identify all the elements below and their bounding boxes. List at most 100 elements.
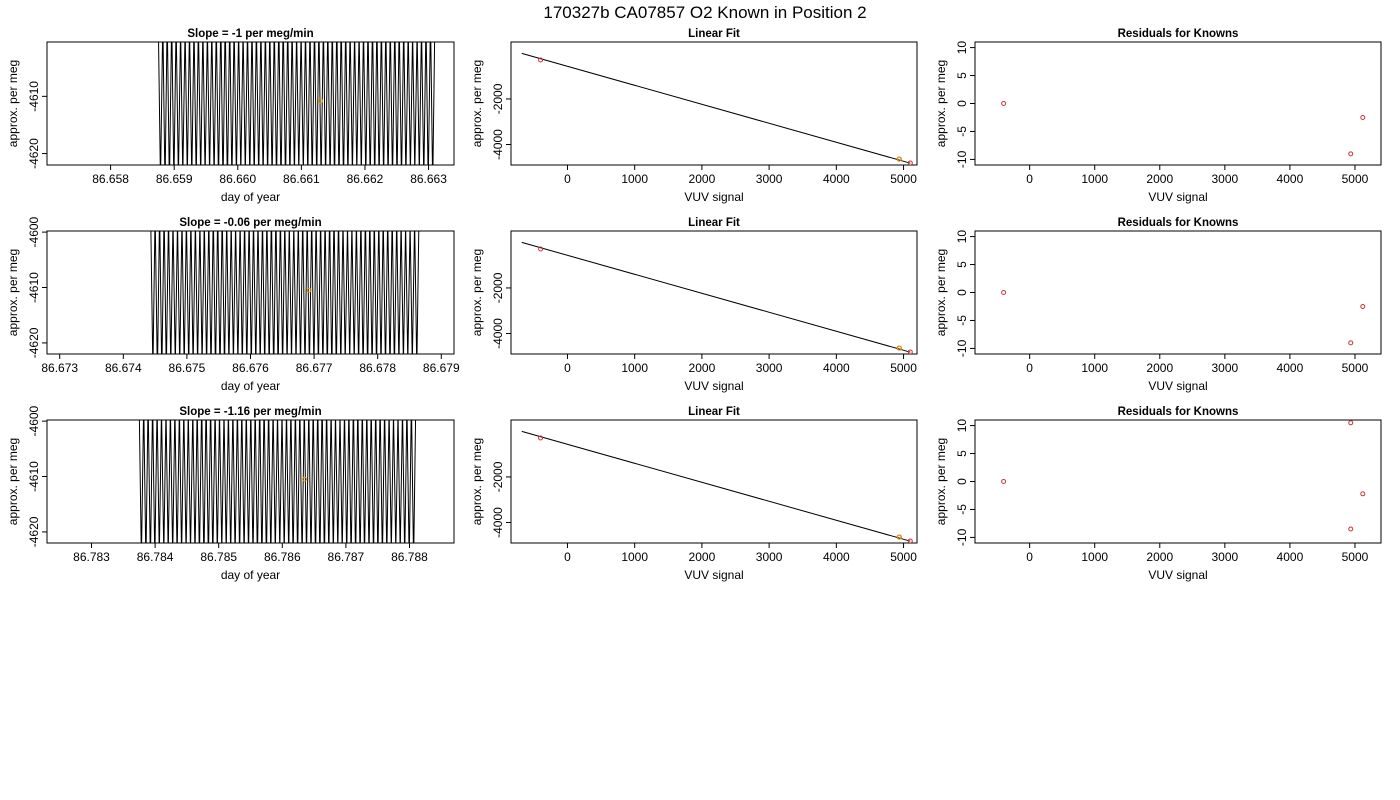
y-tick-label: -5 (955, 504, 969, 515)
oscillation-series (138, 420, 417, 543)
x-axis-label: VUV signal (1148, 568, 1207, 582)
y-tick-label: -4610 (27, 272, 41, 303)
plot-area (1001, 290, 1366, 346)
panel-title: Linear Fit (688, 28, 740, 40)
x-tick-label: 1000 (621, 172, 648, 186)
plot-frame (510, 41, 918, 166)
chart-panel-fit-3: Linear Fit 0 1000 2000 3000 4000 5000 -2000 -400… (470, 406, 918, 582)
x-tick-label: 2000 (689, 361, 716, 375)
oscillation-series (150, 231, 420, 354)
plot-area (150, 231, 420, 354)
data-point (897, 345, 903, 351)
y-axis-label: approx. per meg (6, 60, 20, 147)
x-tick-label: 2000 (689, 550, 716, 564)
chart-panel-residuals-2: Residuals for Knowns 0 1000 2000 3000 4000 500… (934, 217, 1382, 393)
chart-panel-fit-2: Linear Fit 0 1000 2000 3000 4000 5000 -2000 -400… (470, 217, 918, 393)
data-point (1348, 151, 1354, 157)
data-point (1348, 420, 1354, 426)
panel-title: Linear Fit (688, 217, 740, 229)
x-tick-label: 86.679 (423, 361, 460, 375)
plot-area (521, 52, 913, 165)
data-point (538, 246, 544, 252)
x-axis-label: VUV signal (1148, 379, 1207, 393)
data-point (1348, 526, 1354, 532)
chart-panel-timeseries-1: Slope = -1 per meg/min 86.658 86.659 86.660… (6, 28, 455, 204)
data-point (907, 538, 913, 543)
mean-marker (306, 287, 312, 293)
data-point (538, 435, 544, 441)
x-tick-label: 5000 (1342, 172, 1369, 186)
plot-area (1001, 101, 1366, 157)
y-tick-label: -4620 (27, 516, 41, 547)
fit-line (521, 241, 911, 353)
y-tick-label: 5 (955, 261, 969, 268)
y-tick-label: -4610 (27, 461, 41, 492)
y-tick-label: -10 (955, 339, 969, 357)
plot-area (138, 420, 417, 543)
data-point (907, 160, 913, 165)
panel-title: Residuals for Knowns (1118, 28, 1239, 40)
panel-title: Slope = -1.16 per meg/min (179, 406, 321, 418)
panel-title: Residuals for Knowns (1118, 406, 1239, 418)
data-point (1360, 114, 1366, 120)
x-tick-label: 86.785 (200, 550, 237, 564)
x-axis-label: VUV signal (1148, 190, 1207, 204)
x-tick-label: 86.788 (391, 550, 428, 564)
x-tick-label: 3000 (1211, 550, 1238, 564)
plot-frame (974, 41, 1382, 166)
x-tick-label: 86.662 (347, 172, 384, 186)
x-tick-label: 1000 (1081, 172, 1108, 186)
x-tick-label: 4000 (1277, 550, 1304, 564)
y-axis-label: approx. per meg (934, 438, 948, 525)
fit-line (521, 430, 911, 542)
y-tick-label: 10 (955, 230, 969, 244)
x-tick-label: 0 (1026, 172, 1033, 186)
x-tick-label: 0 (564, 172, 571, 186)
y-tick-label: 0 (955, 100, 969, 107)
chart-panel-timeseries-3: Slope = -1.16 per meg/min 86.783 86.784 86.… (6, 405, 455, 582)
x-tick-label: 86.658 (92, 172, 129, 186)
x-tick-label: 86.786 (264, 550, 301, 564)
y-tick-label: -2000 (491, 83, 505, 114)
x-tick-label: 2000 (689, 172, 716, 186)
x-tick-label: 86.675 (169, 361, 206, 375)
y-tick-label: -4610 (27, 81, 41, 112)
y-tick-label: 5 (955, 72, 969, 79)
x-tick-label: 0 (564, 550, 571, 564)
plot-frame (974, 419, 1382, 544)
x-tick-label: 4000 (823, 550, 850, 564)
x-tick-label: 1000 (621, 361, 648, 375)
chart-panel-fit-1: Linear Fit 0 1000 2000 3000 4000 5000 -2000 -400… (470, 28, 918, 204)
y-tick-label: -4600 (27, 216, 41, 247)
y-tick-label: 10 (955, 419, 969, 433)
y-tick-label: 5 (955, 450, 969, 457)
fit-line (521, 52, 911, 164)
panel-grid: Slope = -1 per meg/min 86.658 86.659 86.660… (6, 28, 1382, 582)
y-axis-label: approx. per meg (470, 60, 484, 147)
y-axis-label: approx. per meg (470, 249, 484, 336)
x-tick-label: 86.784 (137, 550, 174, 564)
plot-frame (46, 41, 455, 166)
y-tick-label: -10 (955, 528, 969, 546)
x-tick-label: 86.676 (232, 361, 269, 375)
x-tick-label: 3000 (1211, 361, 1238, 375)
y-axis-label: approx. per meg (470, 438, 484, 525)
x-tick-label: 3000 (1211, 172, 1238, 186)
plot-area (1001, 420, 1366, 532)
x-tick-label: 86.660 (219, 172, 256, 186)
y-tick-label: -5 (955, 315, 969, 326)
data-point (1001, 290, 1007, 295)
y-tick-label: 0 (955, 478, 969, 485)
x-tick-label: 86.674 (105, 361, 142, 375)
x-tick-label: 5000 (890, 550, 917, 564)
x-tick-label: 5000 (890, 172, 917, 186)
plot-area (521, 430, 913, 543)
y-tick-label: -4600 (27, 405, 41, 436)
x-tick-label: 86.663 (410, 172, 447, 186)
y-tick-label: -4000 (491, 318, 505, 349)
data-point (1360, 491, 1366, 497)
x-tick-label: 1000 (1081, 550, 1108, 564)
x-tick-label: 0 (564, 361, 571, 375)
x-tick-label: 3000 (756, 172, 783, 186)
